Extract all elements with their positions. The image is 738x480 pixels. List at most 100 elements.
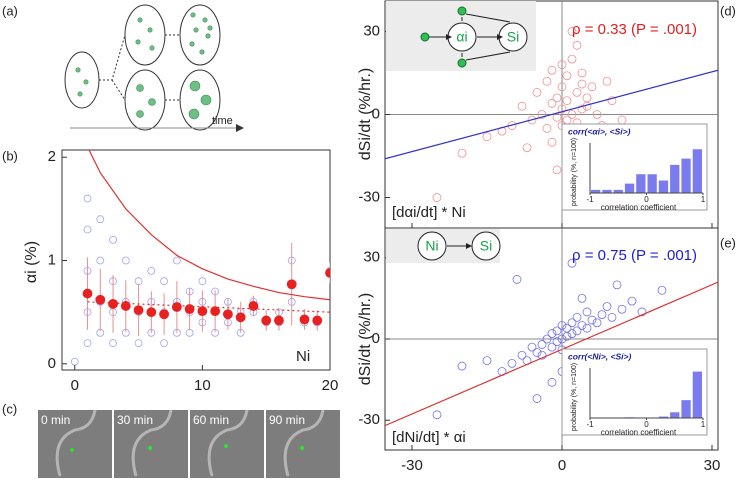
point (527, 342, 537, 352)
x-axis-label: [dαi/dt] * Ni (392, 204, 466, 221)
point (562, 115, 572, 125)
y-tick-label: 0 (372, 330, 380, 347)
point (482, 356, 492, 366)
microscopy-strip (38, 409, 340, 478)
point (547, 99, 557, 108)
point (299, 314, 310, 325)
point (185, 328, 194, 337)
inset-tick-label: 1 (701, 195, 706, 204)
annotation: ρ = 0.75 (P = .001) (572, 247, 697, 264)
point (567, 27, 577, 36)
point (83, 194, 92, 203)
point (547, 137, 557, 147)
point (557, 60, 567, 70)
point (562, 96, 572, 106)
inset-frame (561, 348, 708, 436)
point (172, 256, 181, 265)
point (567, 110, 577, 119)
point (537, 340, 547, 349)
x-tick-label: 0 (71, 377, 79, 394)
hist-bar (591, 189, 601, 193)
point (121, 256, 130, 265)
point (457, 148, 467, 158)
inset-tick-label: 0 (644, 420, 649, 429)
point (134, 339, 143, 348)
plot-area (70, 150, 330, 366)
point (567, 258, 577, 268)
frame-label: 0 min (41, 413, 70, 427)
point (248, 301, 259, 311)
point (592, 110, 602, 119)
point (532, 87, 542, 97)
point (587, 82, 597, 92)
point (261, 315, 272, 326)
point (557, 334, 567, 344)
point (134, 277, 143, 286)
point (607, 96, 617, 106)
point (542, 123, 552, 133)
inset-y-label: probability (%, n=100) (571, 363, 578, 431)
point (592, 318, 602, 328)
point (133, 305, 144, 315)
point (547, 342, 557, 352)
point (197, 306, 208, 317)
point (542, 76, 552, 86)
point (146, 307, 157, 318)
point (547, 329, 557, 338)
point (522, 143, 532, 153)
point (82, 288, 93, 299)
point (198, 277, 207, 286)
x-tick-label: 10 (194, 377, 211, 394)
hist-bar (613, 189, 623, 193)
inset-x-label: correlation coefficient (601, 428, 677, 437)
y-tick-label: 30 (363, 249, 380, 266)
point (547, 377, 557, 387)
y-axis-label: αi (%) (23, 241, 40, 283)
inset-tick-label: 1 (701, 420, 706, 429)
fit-line (385, 69, 718, 160)
x-tick-label: 30 (704, 457, 721, 474)
point (517, 101, 527, 111)
point (577, 68, 587, 78)
inset-tick-label: -1 (586, 195, 594, 204)
point (312, 315, 323, 326)
inset-title: corr(<Ni>, <Si>) (568, 351, 631, 361)
y-tick-label: -30 (358, 189, 380, 206)
point (567, 318, 577, 328)
point (577, 104, 587, 114)
point (567, 329, 577, 338)
point (223, 309, 233, 320)
point (617, 115, 627, 125)
point (597, 310, 607, 320)
node-label: Ni (425, 238, 438, 254)
point (70, 357, 79, 366)
point (547, 65, 557, 75)
node-label: Si (507, 29, 519, 45)
inset-tick-label: 0 (644, 195, 649, 204)
point (587, 315, 597, 325)
point (637, 307, 647, 317)
point (432, 410, 442, 420)
point (512, 275, 522, 284)
point (607, 312, 617, 322)
point (537, 350, 547, 360)
inset-title: corr(<αi>, <Si>) (568, 126, 631, 136)
point (552, 337, 562, 347)
point (532, 394, 542, 403)
point (96, 256, 105, 265)
point (325, 268, 330, 278)
point (567, 54, 577, 64)
point (517, 350, 527, 360)
annotation: ρ = 0.33 (P = .001) (572, 21, 697, 38)
point (482, 132, 492, 142)
point (210, 306, 221, 317)
point (582, 307, 592, 317)
point (160, 339, 168, 348)
point (617, 304, 627, 314)
node-label: αi (456, 29, 467, 45)
point (537, 110, 547, 119)
frame-label: 90 min (269, 413, 305, 427)
point (527, 115, 537, 125)
y-tick-label: 2 (48, 148, 56, 165)
point (577, 321, 587, 330)
